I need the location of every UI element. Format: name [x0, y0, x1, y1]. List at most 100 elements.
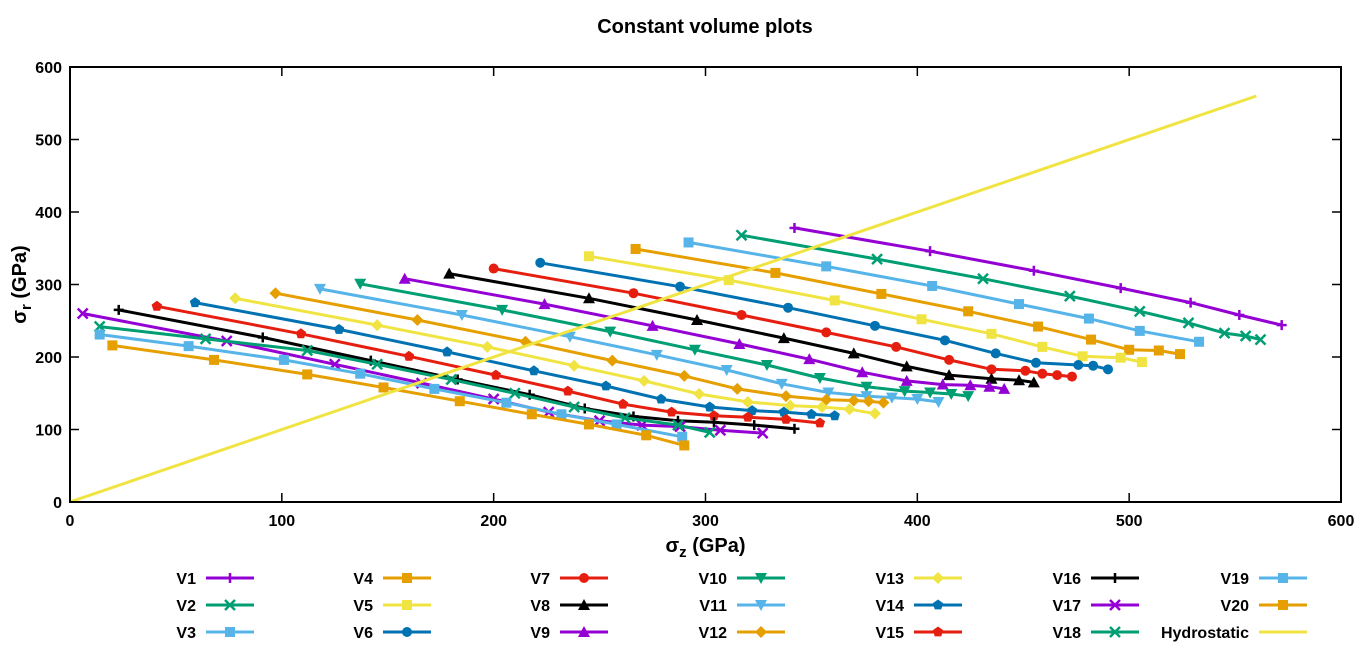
data-point-v18-2	[199, 332, 212, 345]
data-point-v5-1	[583, 251, 594, 262]
legend-item-v3: V3	[176, 625, 254, 642]
data-point-v6-6	[990, 348, 1001, 359]
x-tick-label: 400	[904, 513, 931, 530]
y-axis-title: σr (GPa)	[9, 245, 35, 323]
data-point-v2-3	[977, 272, 989, 285]
legend-label-hydrostatic: Hydrostatic	[1161, 625, 1249, 642]
data-point-v9-3	[646, 319, 659, 331]
data-point-v8-9	[1013, 374, 1026, 386]
data-point-v12-5	[678, 369, 691, 382]
data-point-v11-2	[455, 309, 468, 321]
series-line-v18	[99, 325, 711, 434]
legend-label-v1: V1	[176, 571, 196, 588]
series-v7	[488, 263, 1077, 382]
data-point-v8-3	[691, 314, 704, 326]
legend-marker-v15	[932, 626, 944, 637]
series-line-v6	[540, 261, 1109, 371]
data-point-v13-10	[843, 403, 856, 416]
legend-label-v19: V19	[1221, 571, 1250, 588]
data-point-v3-1	[683, 237, 694, 248]
data-point-v17-11	[756, 427, 769, 440]
data-point-v13-7	[741, 395, 754, 408]
data-point-v11-4	[650, 349, 663, 361]
data-point-v9-4	[733, 337, 746, 349]
data-point-v2-6	[1182, 317, 1195, 329]
data-point-v5-2	[723, 275, 734, 286]
data-point-v8-6	[900, 360, 913, 372]
series-v6	[535, 257, 1113, 375]
data-point-v20-5	[454, 396, 465, 407]
y-tick-label: 300	[35, 278, 62, 295]
data-point-v13-8	[784, 399, 797, 412]
data-point-v6-4	[869, 320, 880, 331]
legend-item-v4: V4	[353, 571, 431, 588]
data-point-v9-11	[998, 382, 1011, 394]
data-point-v19-6	[501, 397, 512, 408]
data-point-v12-7	[779, 390, 792, 403]
plot-area	[70, 94, 1287, 502]
data-point-v15-10	[780, 413, 792, 424]
data-point-v15-4	[490, 369, 501, 380]
data-point-v15-5	[562, 385, 573, 396]
data-point-v9-10	[983, 380, 996, 392]
data-point-v14-2	[333, 323, 345, 334]
legend-marker-v19	[1278, 573, 1288, 583]
legend-item-v7: V7	[530, 571, 608, 588]
data-point-v8-1	[443, 267, 456, 279]
data-point-v3-4	[1014, 299, 1025, 310]
x-tick-label: 0	[66, 513, 75, 530]
series-line-v8	[448, 272, 1035, 384]
legend-marker-v5	[402, 600, 412, 610]
data-point-v14-11	[829, 410, 840, 421]
data-point-v20-4	[378, 382, 389, 393]
series-v14	[189, 297, 840, 421]
series-v4	[630, 243, 1186, 360]
data-point-v6-8	[1073, 359, 1084, 370]
data-point-v5-5	[986, 328, 997, 339]
legend-item-v6: V6	[353, 625, 431, 642]
data-point-v2-5	[1133, 305, 1146, 318]
data-point-v10-2	[496, 304, 509, 316]
data-point-v13-6	[693, 387, 706, 400]
data-point-v11-3	[563, 331, 576, 343]
legend-label-v7: V7	[530, 571, 550, 588]
legend-label-v14: V14	[876, 598, 905, 615]
legend-label-v10: V10	[699, 571, 728, 588]
legend-label-v2: V2	[176, 598, 196, 615]
legend-label-v17: V17	[1053, 598, 1082, 615]
data-point-v16-11	[789, 423, 800, 434]
legend-item-v19: V19	[1221, 571, 1307, 588]
legend-label-v18: V18	[1053, 625, 1082, 642]
data-point-v15-7	[666, 406, 677, 417]
data-point-v14-1	[189, 297, 201, 308]
data-point-v11-6	[775, 378, 788, 390]
data-point-v15-6	[617, 398, 629, 409]
data-point-v19-5	[429, 383, 440, 394]
series-line-v20	[112, 343, 685, 447]
legend-marker-v20	[1278, 600, 1288, 610]
legend-label-v6: V6	[353, 625, 373, 642]
data-point-v10-4	[688, 344, 701, 356]
legend-label-v3: V3	[176, 625, 196, 642]
series-v11	[313, 283, 945, 408]
data-point-v9-7	[900, 374, 913, 386]
data-point-v19-3	[278, 354, 289, 365]
data-point-v10-8	[898, 386, 911, 398]
series-v3	[683, 237, 1205, 347]
data-point-v11-10	[911, 394, 924, 406]
data-point-v10-1	[354, 278, 367, 290]
data-point-v14-7	[704, 401, 715, 412]
y-tick-label: 200	[35, 350, 62, 367]
data-point-v7-6	[944, 354, 955, 365]
data-point-v9-9	[964, 379, 977, 391]
data-point-v15-9	[742, 411, 754, 422]
data-point-v5-7	[1077, 351, 1088, 362]
legend-label-v5: V5	[353, 598, 373, 615]
data-point-v9-2	[538, 298, 551, 310]
data-point-v2-9	[1254, 333, 1267, 346]
data-point-v16-10	[749, 420, 760, 431]
y-tick-label: 100	[35, 423, 62, 440]
series-v18	[93, 320, 716, 439]
data-point-v12-6	[731, 382, 744, 395]
